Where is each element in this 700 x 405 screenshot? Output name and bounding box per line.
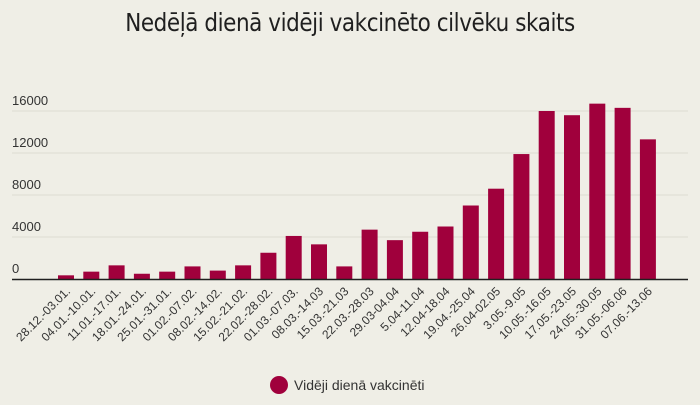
bar-9	[285, 235, 302, 279]
bar-22	[614, 107, 631, 279]
legend-marker	[270, 376, 288, 394]
bar-0	[58, 275, 74, 279]
bar-12	[361, 229, 378, 279]
chart-title: Nedēļā dienā vidēji vakcinēto cilvēku sk…	[125, 8, 575, 37]
bar-16	[462, 205, 479, 279]
y-tick-label-16000: 16000	[12, 93, 48, 108]
y-tick-label-0: 0	[12, 261, 19, 276]
bar-10	[311, 244, 327, 279]
bar-23	[639, 139, 656, 279]
y-tick-label-12000: 12000	[12, 135, 48, 150]
bar-2	[108, 265, 125, 279]
bar-1	[83, 271, 100, 279]
bar-17	[488, 188, 505, 279]
bars	[58, 103, 656, 280]
bar-5	[184, 266, 201, 279]
bar-18	[513, 154, 530, 279]
legend-label: Vidēji dienā vakcinēti	[294, 377, 425, 393]
x-tick-labels: 28.12.-03.01.04.01.-10.01.11.01.-17.01.1…	[13, 284, 655, 344]
bar-11	[336, 266, 353, 279]
bar-3	[133, 273, 150, 279]
bar-20	[564, 115, 580, 279]
y-tick-label-8000: 8000	[12, 177, 41, 192]
bar-13	[386, 240, 403, 279]
bar-7	[235, 265, 252, 279]
y-tick-label-4000: 4000	[12, 219, 41, 234]
bar-15	[437, 226, 454, 279]
bar-19	[538, 111, 555, 279]
bar-21	[589, 103, 606, 280]
y-tick-labels: 0 4000 8000 12000 16000	[12, 93, 48, 276]
legend: Vidēji dienā vakcinēti	[270, 376, 425, 394]
grid-lines	[12, 110, 688, 238]
bar-8	[260, 252, 277, 279]
bar-14	[412, 231, 429, 279]
bar-4	[159, 271, 176, 279]
bar-6	[209, 270, 226, 279]
